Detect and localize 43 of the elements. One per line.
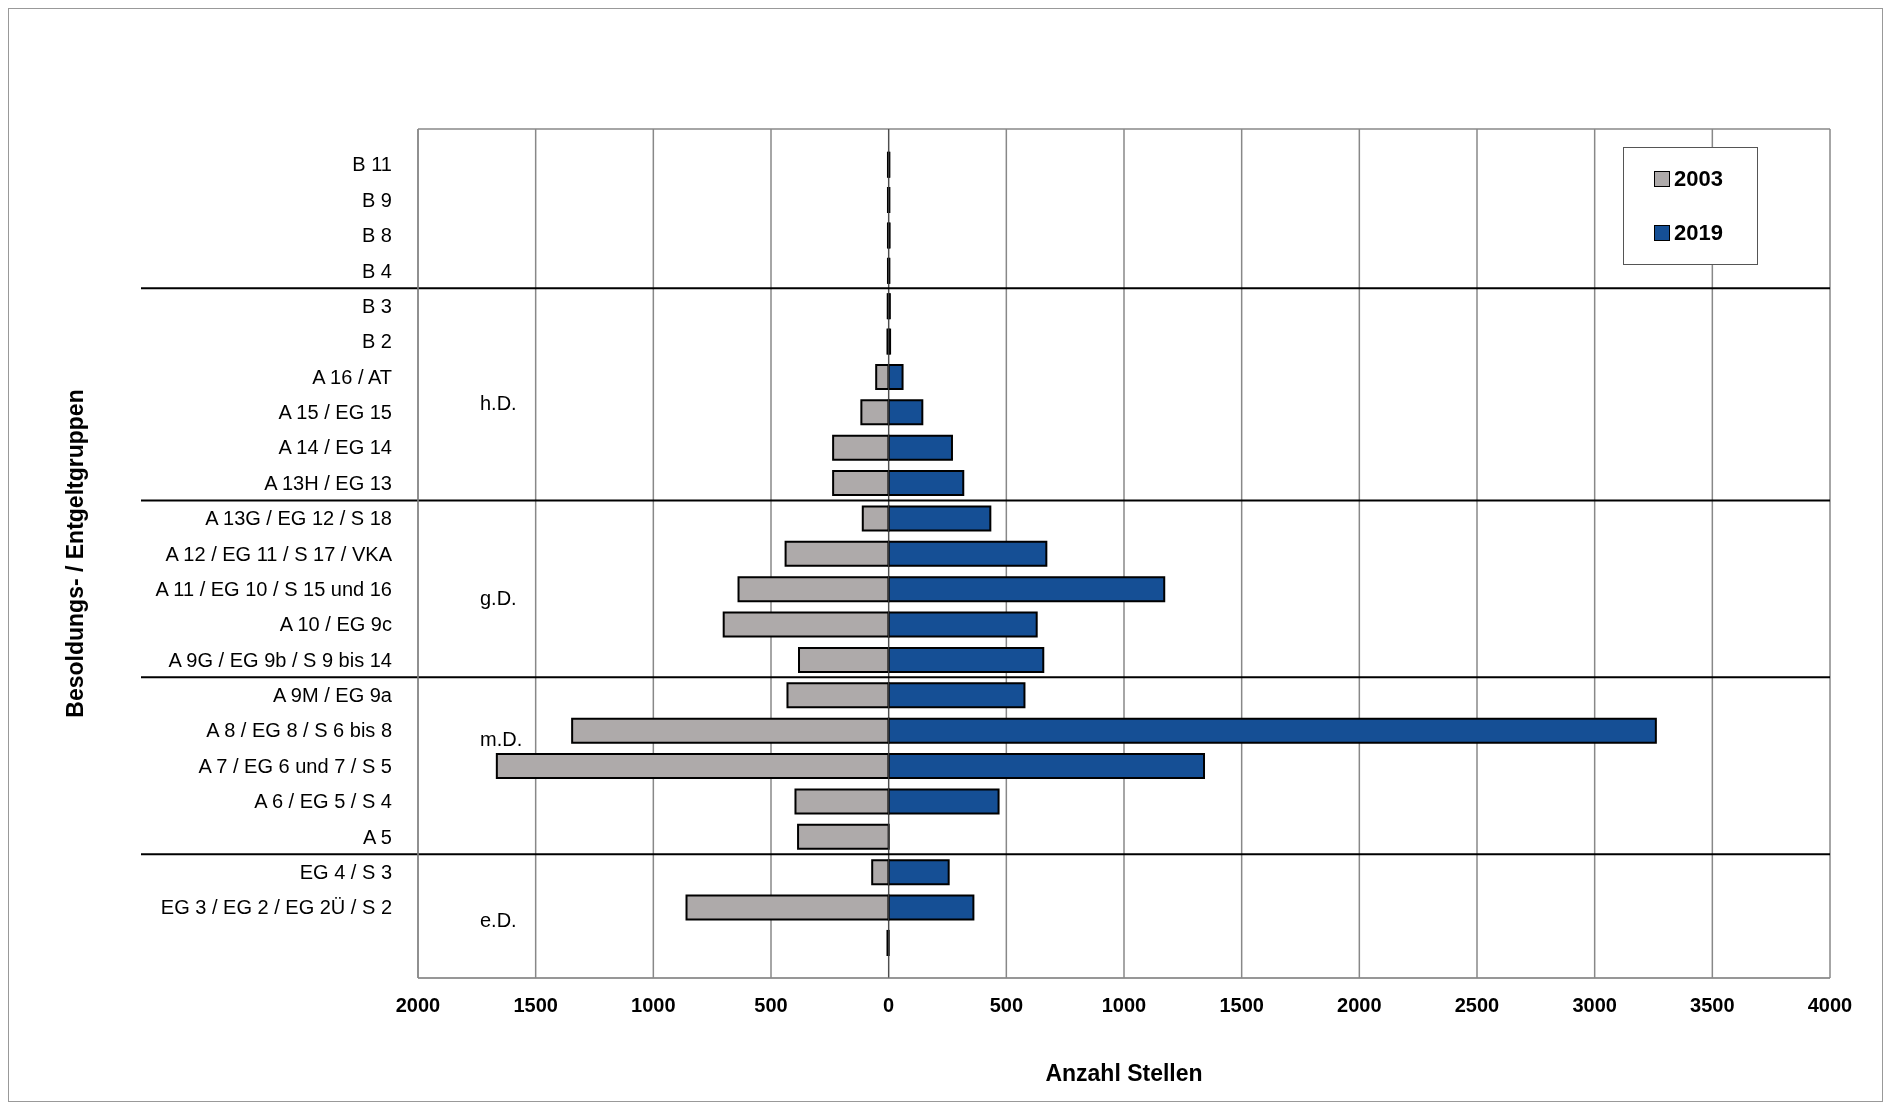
annotation: g.D.	[480, 585, 517, 610]
y-tick-label: B 9	[361, 188, 392, 211]
x-tick-label: 2000	[1337, 994, 1382, 1017]
y-tick-label: B 11	[352, 153, 392, 176]
x-tick-label: 500	[754, 994, 788, 1017]
legend-label: 2003	[1674, 166, 1723, 192]
y-tick-label: A 9G / EG 9b / S 9 bis 14	[168, 648, 392, 671]
y-tick-label: A 9M / EG 9a	[273, 684, 393, 707]
x-tick-label: 2000	[395, 994, 441, 1017]
y-tick-label: A 13H / EG 13	[264, 471, 392, 494]
y-tick-label: B 8	[361, 224, 392, 247]
x-tick-label: 3500	[1690, 994, 1735, 1017]
y-tick-label: A 12 / EG 11 / S 17 / VKA	[165, 542, 393, 565]
x-tick-label: 1000	[1101, 994, 1147, 1017]
y-tick-label: A 11 / EG 10 / S 15 und 16	[155, 577, 392, 600]
legend-label: 2019	[1674, 220, 1723, 246]
x-tick-label: 1500	[1219, 994, 1264, 1017]
y-tick-label: A 7 / EG 6 und 7 / S 5	[198, 754, 392, 777]
y-tick-label: A 16 / AT	[312, 365, 392, 388]
x-tick-label: 4000	[1807, 994, 1853, 1017]
annotation: m.D.	[480, 727, 523, 752]
y-tick-label: A 14 / EG 14	[278, 436, 392, 459]
y-tick-label: A 6 / EG 5 / S 4	[254, 790, 392, 813]
y-tick-label: A 15 / EG 15	[278, 401, 392, 424]
x-tick-label: 500	[989, 994, 1024, 1017]
x-tick-label: 1500	[513, 994, 558, 1017]
y-axis-title: Besoldungs- / Entgeltgruppen	[62, 389, 89, 718]
y-tick-label: B 4	[361, 259, 392, 282]
annotation: e.D.	[480, 907, 517, 932]
y-tick-label: B 3	[361, 294, 392, 317]
x-tick-label: 1000	[631, 994, 676, 1017]
y-tick-label: EG 3 / EG 2 / EG 2Ü / S 2	[160, 896, 392, 919]
y-tick-label: A 5	[363, 825, 392, 848]
x-axis-title: Anzahl Stellen	[1045, 1060, 1203, 1086]
y-tick-label: B 2	[361, 330, 392, 353]
y-tick-label: EG 4 / S 3	[299, 860, 392, 883]
y-tick-label: A 10 / EG 9c	[279, 613, 392, 636]
x-tick-label: 3000	[1572, 994, 1617, 1017]
annotation: h.D.	[480, 391, 517, 416]
y-tick-label: A 13G / EG 12 / S 18	[205, 507, 392, 530]
y-tick-label: A 8 / EG 8 / S 6 bis 8	[206, 719, 392, 742]
x-tick-label: 2500	[1454, 994, 1500, 1017]
x-tick-label: 0	[883, 994, 895, 1017]
